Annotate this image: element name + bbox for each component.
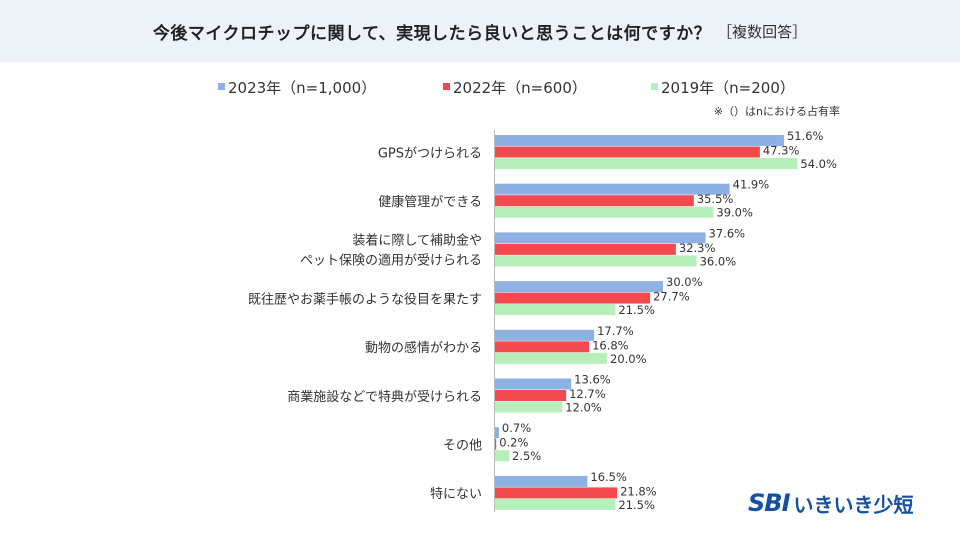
- data-label: 54.0%: [800, 157, 837, 171]
- sbi-logo: SBI いきいき少短: [748, 486, 914, 520]
- legend-label: 2022年（n=600）: [453, 79, 587, 97]
- bar: [495, 475, 588, 487]
- data-label: 39.0%: [716, 206, 753, 220]
- data-label: 17.7%: [597, 324, 634, 338]
- legend-swatch: [218, 83, 225, 90]
- bar: [495, 206, 714, 218]
- data-label: 20.0%: [610, 352, 647, 366]
- bar: [495, 401, 563, 413]
- data-label: 0.2%: [499, 436, 528, 450]
- bar: [495, 487, 618, 499]
- bar: [495, 255, 697, 267]
- bar: [495, 450, 509, 462]
- bar: [495, 232, 706, 244]
- legend-swatch: [443, 83, 450, 90]
- category-label: その他: [443, 438, 482, 453]
- chart-title-suffix: ［複数回答］: [717, 22, 808, 41]
- title-bar: 今後マイクロチップに関して、実現したら良いと思うことは何ですか？ ［複数回答］: [0, 0, 960, 62]
- bar: [495, 292, 651, 304]
- category-label: 装着に際して補助金や: [352, 233, 482, 249]
- bar: [495, 427, 499, 439]
- data-label: 16.8%: [592, 338, 629, 352]
- bar: [495, 183, 730, 195]
- bar: [495, 158, 798, 169]
- data-label: 2.5%: [512, 449, 541, 463]
- data-label: 21.5%: [618, 303, 655, 317]
- bar: [495, 390, 567, 401]
- category-label: ペット保険の適用が受けられる: [300, 253, 482, 269]
- category-label: 商業施設などで特典が受けられる: [287, 389, 482, 405]
- chart-title: 今後マイクロチップに関して、実現したら良いと思うことは何ですか？: [152, 23, 712, 44]
- data-label: 21.8%: [620, 484, 657, 498]
- legend-label: 2023年（n=1,000）: [228, 79, 376, 97]
- category-label: 動物の感情がわかる: [365, 340, 482, 356]
- bar: [495, 304, 616, 316]
- data-label: 12.0%: [565, 401, 602, 415]
- bar: [495, 438, 497, 450]
- bar: [495, 329, 595, 341]
- bar: [495, 281, 663, 293]
- data-label: 16.5%: [590, 470, 627, 484]
- bar: [495, 341, 590, 353]
- data-label: 0.7%: [502, 421, 531, 435]
- logo-text: いきいき少短: [793, 492, 914, 517]
- category-label: 特にない: [430, 487, 482, 502]
- data-label: 41.9%: [733, 178, 770, 192]
- legend-label: 2019年（n=200）: [661, 79, 795, 97]
- legend-swatch: [651, 83, 658, 90]
- data-label: 32.3%: [679, 241, 716, 255]
- data-label: 21.5%: [618, 498, 655, 512]
- data-label: 37.6%: [709, 226, 746, 240]
- data-label: 12.7%: [569, 387, 606, 401]
- data-label: 35.5%: [697, 192, 734, 206]
- logo-mark: SBI: [748, 489, 791, 517]
- bar: [495, 243, 676, 255]
- bar: [495, 195, 694, 207]
- bar: [495, 498, 616, 510]
- data-label: 51.6%: [787, 129, 824, 143]
- bar: [495, 135, 784, 146]
- category-label: 健康管理ができる: [378, 194, 482, 210]
- category-label: 既往歴やお薬手帳のような役目を果たす: [248, 292, 482, 307]
- chart-note: ※（）はnにおける占有率: [714, 104, 840, 118]
- data-label: 13.6%: [574, 373, 611, 387]
- data-label: 47.3%: [763, 144, 800, 158]
- bar: [495, 146, 760, 158]
- data-label: 27.7%: [653, 290, 690, 304]
- bar: [495, 378, 572, 390]
- bar: [495, 352, 607, 364]
- bar-chart: 2023年（n=1,000） 2022年（n=600） 2019年（n=200） ※（…: [218, 79, 840, 512]
- data-label: 30.0%: [666, 275, 703, 289]
- category-label: GPSがつけられる: [378, 146, 482, 161]
- data-label: 36.0%: [700, 254, 737, 268]
